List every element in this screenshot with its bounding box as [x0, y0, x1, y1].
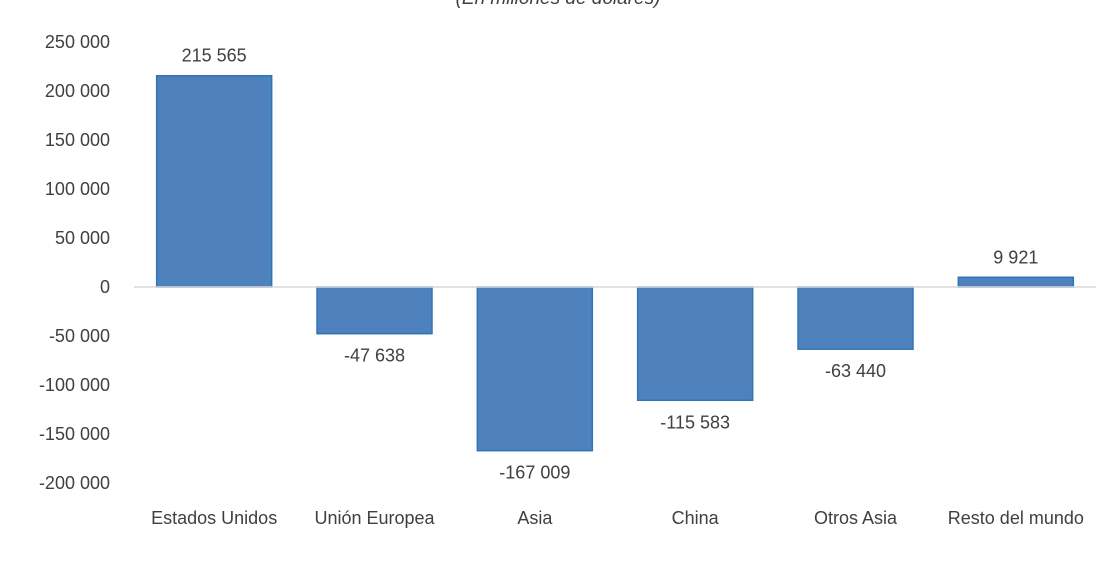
category-label: Resto del mundo — [948, 508, 1084, 528]
data-label: 9 921 — [993, 247, 1038, 267]
y-tick-label: 50 000 — [55, 228, 110, 248]
data-label: -167 009 — [499, 463, 570, 483]
category-label: Otros Asia — [814, 508, 898, 528]
y-tick-label: 100 000 — [45, 179, 110, 199]
data-label: -63 440 — [825, 361, 886, 381]
category-label: Estados Unidos — [151, 508, 277, 528]
y-tick-label: -150 000 — [39, 424, 110, 444]
data-label: -115 583 — [660, 412, 730, 432]
y-tick-label: -200 000 — [39, 473, 110, 493]
bar-asia — [476, 286, 594, 452]
y-tick-label: 250 000 — [45, 32, 110, 52]
y-tick-label: 200 000 — [45, 81, 110, 101]
bar-china — [636, 286, 754, 402]
chart-subtitle: (En millones de dólares) — [0, 0, 1116, 10]
bar-estados-unidos — [155, 74, 273, 288]
category-label: China — [672, 508, 720, 528]
y-tick-label: -50 000 — [49, 326, 110, 346]
bar-otros-asia — [797, 286, 914, 350]
y-tick-label: 0 — [100, 277, 110, 297]
bar-unión-europea — [316, 286, 433, 335]
category-label: Unión Europea — [314, 508, 435, 528]
data-label: -47 638 — [344, 346, 405, 366]
y-tick-label: -100 000 — [39, 375, 110, 395]
y-tick-label: 150 000 — [45, 130, 110, 150]
category-label: Asia — [517, 508, 553, 528]
bar-resto-del-mundo — [957, 276, 1075, 288]
data-label: 215 565 — [182, 46, 247, 66]
